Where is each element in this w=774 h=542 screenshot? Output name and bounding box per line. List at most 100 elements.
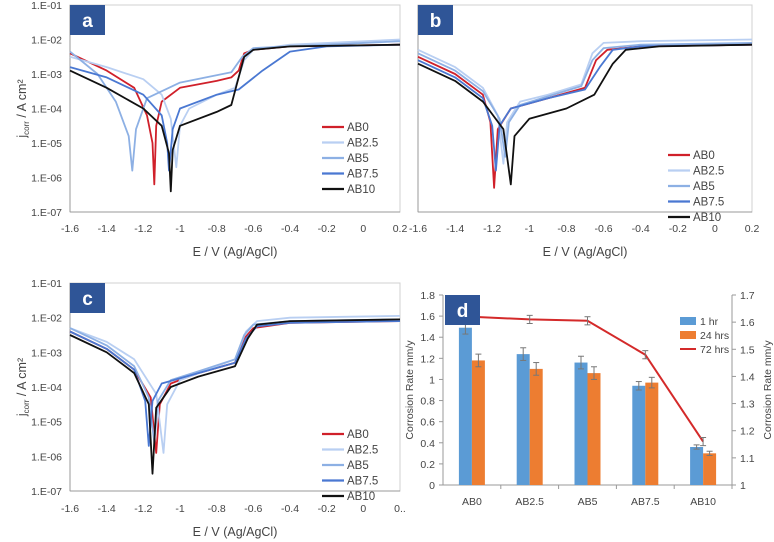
- y-tick-label: 1.E-07: [31, 207, 62, 219]
- bar-24-hrs-AB2.5: [529, 368, 543, 485]
- x-tick-label: -0.6: [244, 223, 262, 235]
- x-tick-label: -1.2: [134, 503, 152, 515]
- legend-label-AB2.5: AB2.5: [693, 166, 724, 178]
- x-tick-label: -1.6: [409, 223, 427, 235]
- panel-label-box: [418, 5, 453, 35]
- series-line-AB5: [69, 40, 401, 172]
- series-line-AB7.5: [69, 43, 401, 172]
- legend-label-AB7.5: AB7.5: [347, 169, 378, 181]
- legend-label-AB0: AB0: [693, 150, 715, 162]
- legend-label-AB7.5: AB7.5: [347, 476, 378, 488]
- x-tick-label: 0.2: [393, 223, 408, 235]
- bar-1-hr-AB7.5: [632, 385, 646, 485]
- bar-24-hrs-AB5: [587, 373, 601, 485]
- x-tick-label: -1.6: [61, 503, 79, 515]
- y-label-j: j: [15, 413, 29, 417]
- legend-label-AB10: AB10: [347, 184, 375, 196]
- y-tick-label-right: 1.4: [740, 371, 755, 383]
- x-tick-label: -0.4: [632, 223, 650, 235]
- x-tick-label: -1: [175, 223, 184, 235]
- x-axis-label: E / V (Ag/AgCl): [543, 245, 628, 259]
- panel-label-box: [70, 283, 105, 313]
- y-tick-label: 1.E-02: [31, 313, 62, 325]
- y-axis-label-left: Corrosion Rate mm/y: [404, 340, 416, 440]
- legend-label-AB5: AB5: [347, 153, 369, 165]
- panel-label-a: a: [82, 11, 93, 32]
- x-tick-label: -1.4: [98, 223, 116, 235]
- y-tick-label: 0.6: [420, 417, 435, 429]
- y-tick-label: 1.E-07: [31, 486, 62, 498]
- y-tick-label: 0.8: [420, 396, 435, 408]
- y-tick-label: 1.E-04: [31, 382, 62, 394]
- y-label-unit: / A cm²: [15, 79, 29, 121]
- series-line-AB7.5: [417, 43, 753, 172]
- x-tick-label: -1.4: [446, 223, 464, 235]
- y-label-unit: / A cm²: [15, 358, 29, 400]
- panel-label-c: c: [82, 289, 93, 310]
- x-axis-label: E / V (Ag/AgCl): [193, 245, 278, 259]
- y-tick-label: 1.4: [420, 332, 435, 344]
- y-tick-label: 1.2: [420, 353, 435, 365]
- legend-label-1-hr: 1 hr: [700, 316, 719, 328]
- legend-swatch-1-hr: [680, 317, 696, 325]
- x-tick-label: AB2.5: [515, 496, 544, 508]
- series-line-AB10: [417, 43, 753, 186]
- y-label-sub: corr: [22, 121, 31, 135]
- y-tick-label: 1.8: [420, 290, 435, 302]
- x-tick-label: -0.6: [244, 503, 262, 515]
- bar-1-hr-AB0: [458, 327, 472, 485]
- legend-label-AB0: AB0: [347, 122, 369, 134]
- x-tick-label: -0.2: [318, 503, 336, 515]
- y-tick-label-right: 1.3: [740, 399, 755, 411]
- y-tick-label: 1.E-03: [31, 69, 62, 81]
- y-tick-label-right: 1.1: [740, 453, 755, 465]
- legend-swatch-24-hrs: [680, 331, 696, 339]
- y-tick-label: 1.E-03: [31, 347, 62, 359]
- x-tick-label: 0: [360, 223, 366, 235]
- y-tick-label: 1: [429, 374, 435, 386]
- y-tick-label: 1.E-06: [31, 451, 62, 463]
- x-tick-label: -1.4: [98, 503, 116, 515]
- y-tick-label: 1.E-05: [31, 138, 62, 150]
- y-tick-label: 1.E-05: [31, 417, 62, 429]
- y-tick-label-right: 1.7: [740, 290, 755, 302]
- y-tick-label: 1.6: [420, 311, 435, 323]
- legend-label-AB10: AB10: [347, 491, 375, 503]
- y-tick-label-right: 1.5: [740, 344, 755, 356]
- x-tick-label: -1.6: [61, 223, 79, 235]
- x-tick-label: 0.2: [745, 223, 760, 235]
- y-label-sub: corr: [22, 399, 31, 413]
- y-axis-label: jcorr / A cm²: [15, 79, 31, 138]
- y-tick-label: 0: [429, 480, 435, 492]
- x-tick-label: -0.4: [281, 503, 299, 515]
- y-label-j: j: [15, 135, 29, 139]
- y-tick-label: 1.E-02: [31, 35, 62, 47]
- x-tick-label: -0.8: [557, 223, 575, 235]
- x-tick-label: AB7.5: [631, 496, 660, 508]
- x-tick-label: -0.8: [208, 223, 226, 235]
- legend-label-72-hrs: 72 hrs: [700, 344, 729, 356]
- x-tick-label: AB0: [462, 496, 482, 508]
- x-tick-label: -1: [525, 223, 534, 235]
- legend-label-AB2.5: AB2.5: [347, 138, 378, 150]
- bar-24-hrs-AB7.5: [645, 382, 659, 485]
- x-tick-label: AB5: [578, 496, 598, 508]
- legend-label-24-hrs: 24 hrs: [700, 330, 729, 342]
- plot-area: [69, 4, 401, 213]
- bar-24-hrs-AB10: [703, 453, 717, 485]
- x-tick-label: -1.2: [483, 223, 501, 235]
- x-axis-label: E / V (Ag/AgCl): [193, 525, 278, 539]
- x-tick-label: -0.8: [208, 503, 226, 515]
- y-tick-label: 0.2: [420, 459, 435, 471]
- bar-24-hrs-AB0: [471, 360, 485, 485]
- legend-label-AB5: AB5: [693, 181, 715, 193]
- legend-label-AB7.5: AB7.5: [693, 197, 724, 209]
- x-tick-label: -1: [175, 503, 184, 515]
- x-tick-label: 0: [712, 223, 718, 235]
- series-line-AB5: [69, 318, 401, 444]
- legend-label-AB0: AB0: [347, 429, 369, 441]
- x-tick-label: 0..: [394, 503, 406, 515]
- x-tick-label: -0.2: [318, 223, 336, 235]
- series-line-AB10: [69, 318, 401, 475]
